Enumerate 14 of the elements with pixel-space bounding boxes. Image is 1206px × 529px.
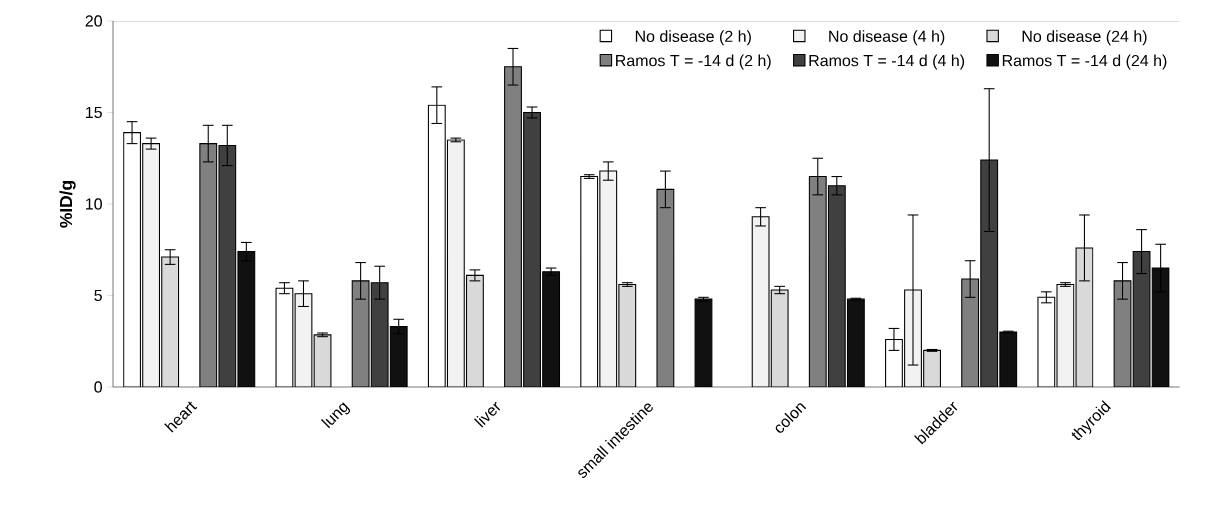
legend-label: No disease (2 h) xyxy=(635,30,751,46)
legend-label: No disease (4 h) xyxy=(829,30,945,46)
legend-label: No disease (24 h) xyxy=(1022,30,1147,46)
y-tick-label: 0 xyxy=(94,381,102,393)
legend-label: Ramos T = -14 d (24 h) xyxy=(1002,54,1167,70)
y-tick-label: 5 xyxy=(94,289,102,302)
y-axis-title: %ID/g xyxy=(59,181,76,228)
legend-label: Ramos T = -14 d (2 h) xyxy=(616,54,771,70)
y-tick-label: 15 xyxy=(86,106,102,119)
y-tick-label: 20 xyxy=(85,15,102,27)
x-tick-label: lung xyxy=(320,402,351,429)
x-tick-label: liver xyxy=(473,401,501,428)
legend-label: Ramos T = -14 d (4 h) xyxy=(809,54,965,70)
y-tick-label: 10 xyxy=(86,198,102,210)
